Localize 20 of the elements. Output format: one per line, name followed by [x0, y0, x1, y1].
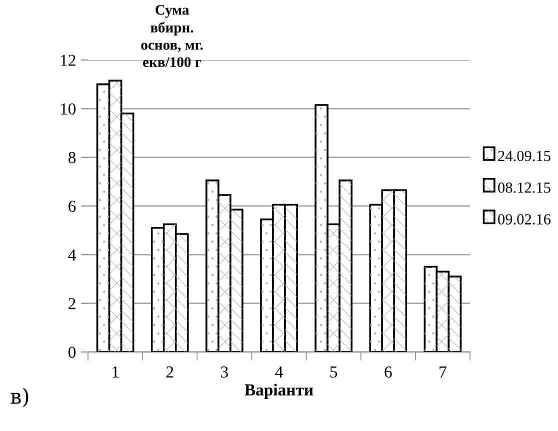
y-tick-label: 6 — [68, 200, 76, 212]
x-tick-label: 6 — [384, 366, 392, 378]
y-tick-label: 12 — [60, 54, 76, 66]
x-tick-label: 5 — [330, 366, 338, 378]
y-tick-label: 0 — [68, 346, 76, 358]
y-axis-title: Сума вбирн. основ, мг. екв/100 г — [141, 4, 203, 68]
x-tick-label: 2 — [166, 366, 174, 378]
x-tick-label: 7 — [440, 366, 446, 378]
legend-label: 09.02.16 — [498, 214, 551, 225]
y-tick-label: 8 — [68, 152, 76, 164]
x-tick-label: 1 — [112, 366, 118, 378]
text: в) — [10, 388, 28, 407]
x-axis-title: Варіанти — [244, 384, 314, 399]
y-tick-label: 4 — [68, 249, 76, 260]
x-tick-label: 3 — [221, 366, 228, 378]
y-tick-label: 2 — [68, 298, 76, 310]
x-tick-label: 4 — [275, 366, 283, 378]
y-tick-label: 10 — [60, 103, 76, 115]
legend-label: 24.09.15 — [498, 150, 550, 162]
legend-label: 08.12.15 — [498, 182, 550, 193]
